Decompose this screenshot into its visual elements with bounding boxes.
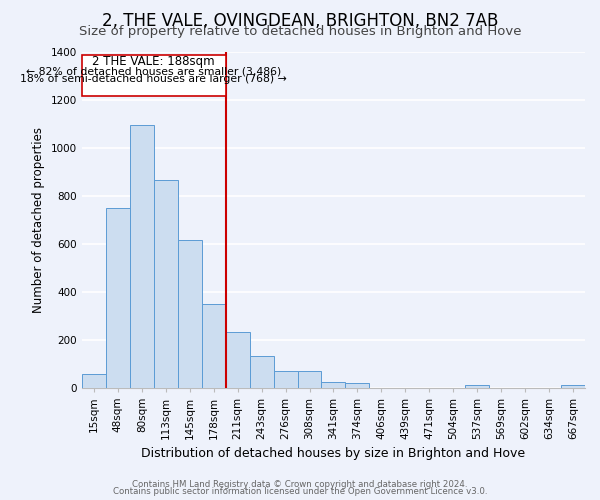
Text: 18% of semi-detached houses are larger (768) →: 18% of semi-detached houses are larger (… [20, 74, 287, 84]
Bar [465, 384, 489, 388]
Text: Contains public sector information licensed under the Open Government Licence v3: Contains public sector information licen… [113, 487, 487, 496]
Bar [226, 332, 250, 388]
Bar [154, 180, 178, 388]
Bar [346, 383, 370, 388]
X-axis label: Distribution of detached houses by size in Brighton and Hove: Distribution of detached houses by size … [142, 447, 526, 460]
Text: ← 82% of detached houses are smaller (3,486): ← 82% of detached houses are smaller (3,… [26, 67, 281, 77]
Bar [202, 304, 226, 388]
Bar [82, 374, 106, 388]
Y-axis label: Number of detached properties: Number of detached properties [32, 126, 45, 312]
Bar [298, 371, 322, 388]
Text: Size of property relative to detached houses in Brighton and Hove: Size of property relative to detached ho… [79, 25, 521, 38]
Text: Contains HM Land Registry data © Crown copyright and database right 2024.: Contains HM Land Registry data © Crown c… [132, 480, 468, 489]
Text: 2, THE VALE, OVINGDEAN, BRIGHTON, BN2 7AB: 2, THE VALE, OVINGDEAN, BRIGHTON, BN2 7A… [102, 12, 498, 30]
Text: 2 THE VALE: 188sqm: 2 THE VALE: 188sqm [92, 56, 215, 68]
Bar [106, 208, 130, 388]
Bar [274, 371, 298, 388]
Bar [250, 356, 274, 388]
Bar [561, 384, 585, 388]
Bar [130, 124, 154, 388]
Bar [82, 55, 226, 96]
Bar [322, 382, 346, 388]
Bar [178, 240, 202, 388]
